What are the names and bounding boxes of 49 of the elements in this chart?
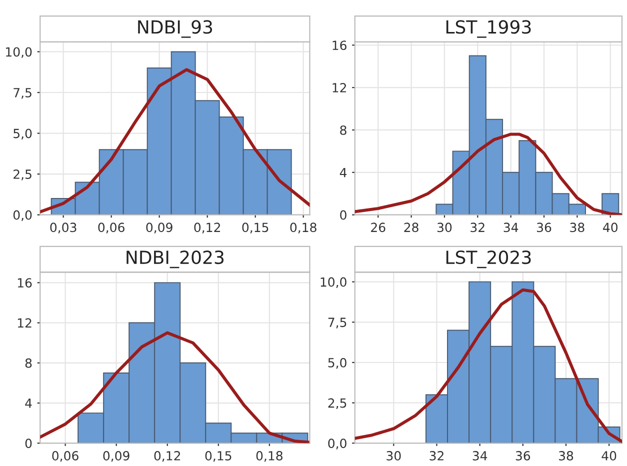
x-tick-label: 28 xyxy=(404,222,418,232)
x-tick-label: 30 xyxy=(437,222,452,232)
x-tick-label: 36 xyxy=(516,451,530,460)
x-tick-label: 32 xyxy=(430,451,444,460)
y-tick-label: 0 xyxy=(340,210,346,220)
y-tick-label: 12 xyxy=(18,318,32,328)
y-tick-label: 7,5 xyxy=(328,318,346,328)
x-tick-label: 0,03 xyxy=(50,222,76,234)
y-tick-label: 5,0 xyxy=(328,358,346,369)
x-tick-label: 0,18 xyxy=(256,451,282,462)
y-tick-label: 12 xyxy=(332,83,346,92)
y-tick-label: 16 xyxy=(18,278,32,288)
chart-title: LST_2023 xyxy=(446,250,531,268)
x-tick-label: 36 xyxy=(537,222,552,232)
chart-title: LST_1993 xyxy=(446,20,531,38)
x-tick-label: 38 xyxy=(570,222,584,232)
chart-title: NDBI_93 xyxy=(138,20,212,38)
y-tick-label: 4 xyxy=(25,398,32,408)
x-tick-label: 0,12 xyxy=(194,222,220,234)
x-tick-label: 40 xyxy=(602,451,616,460)
x-tick-label: 0,09 xyxy=(103,451,130,462)
x-tick-label: 26 xyxy=(371,222,386,232)
y-tick-label: 2,5 xyxy=(14,170,32,180)
x-tick-label: 34 xyxy=(504,222,518,232)
y-tick-label: 7,5 xyxy=(14,88,32,99)
y-tick-label: 16 xyxy=(332,40,346,50)
x-tick-label: 0,15 xyxy=(242,222,268,234)
x-tick-label: 0,18 xyxy=(290,222,316,234)
y-tick-label: 10,0 xyxy=(320,277,346,288)
y-tick-label: 8 xyxy=(25,358,32,368)
x-tick-label: 40 xyxy=(603,222,618,232)
y-tick-label: 2,5 xyxy=(328,398,346,410)
y-tick-label: 10,0 xyxy=(6,47,32,58)
x-tick-label: 0,06 xyxy=(98,222,124,234)
x-tick-label: 0,12 xyxy=(154,451,180,462)
x-tick-label: 0,15 xyxy=(205,451,232,462)
x-tick-label: 30 xyxy=(386,451,401,460)
x-tick-label: 38 xyxy=(558,451,574,460)
y-tick-label: 0,0 xyxy=(13,210,32,222)
x-tick-label: 0,09 xyxy=(146,222,172,234)
y-tick-label: 0,0 xyxy=(328,438,346,450)
x-tick-label: 32 xyxy=(470,222,484,232)
y-tick-label: 4 xyxy=(340,168,347,178)
y-tick-label: 5,0 xyxy=(14,128,32,140)
x-tick-label: 34 xyxy=(472,451,488,460)
chart-title: NDBI_2023 xyxy=(126,250,224,268)
x-tick-label: 0,06 xyxy=(52,451,78,462)
y-tick-label: 0 xyxy=(25,438,32,448)
y-tick-label: 8 xyxy=(340,125,346,135)
